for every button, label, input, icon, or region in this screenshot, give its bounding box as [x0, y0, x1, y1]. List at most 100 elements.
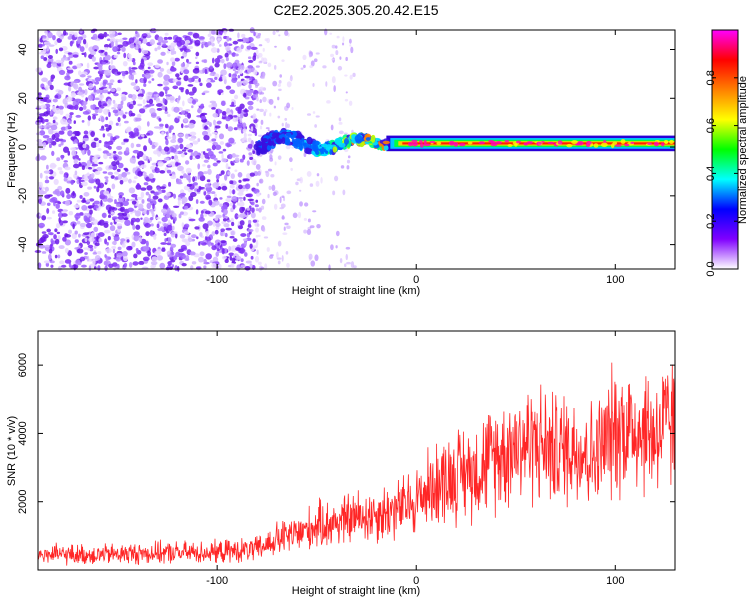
spectrogram-noise-blob [314, 254, 319, 262]
spectrogram-noise-blob [236, 47, 243, 53]
spectrogram-noise-blob [104, 238, 108, 245]
spectrogram-noise-blob [239, 117, 243, 124]
spectrogram-noise-blob [49, 260, 55, 264]
spectrogram-noise-blob [110, 211, 115, 215]
spectrogram-noise-blob [147, 66, 151, 70]
spectrogram-noise-blob [89, 198, 95, 202]
spectrogram-noise-blob [78, 158, 81, 161]
spectrogram-noise-blob [239, 70, 243, 75]
spectrogram-noise-blob [215, 251, 220, 257]
spectrogram-noise-blob [235, 255, 242, 261]
spectrogram-noise-blob [189, 251, 196, 256]
spectrogram-noise-blob [113, 235, 120, 242]
spectrogram-noise-blob [86, 62, 90, 69]
spectrogram-noise-blob [133, 235, 140, 242]
spectrogram-noise-blob [299, 176, 303, 184]
spectrogram-noise-blob [230, 160, 233, 165]
spectrogram-noise-blob [185, 108, 191, 112]
spectrogram-noise-blob [87, 149, 91, 156]
spectrogram-noise-blob [55, 59, 62, 64]
spectrogram-noise-blob [112, 248, 116, 254]
spectrogram-noise-blob [170, 51, 175, 55]
spectrogram-noise-blob [90, 141, 97, 148]
spectrogram-noise-blob [111, 136, 117, 141]
spectrogram-signal-blob [669, 139, 674, 144]
spectrogram-noise-blob [104, 176, 109, 179]
spectrogram-noise-blob [226, 142, 231, 148]
spectrogram-signal-blob [281, 133, 285, 138]
spectrogram-noise-blob [215, 174, 220, 180]
spectrogram-noise-blob [222, 217, 228, 222]
spectrogram-noise-blob [148, 69, 155, 74]
spectrogram-noise-blob [183, 231, 190, 235]
spectrogram-noise-blob [260, 119, 264, 125]
snr-axes: -100 0 100 2000 4000 6000 [17, 331, 675, 587]
spectrogram-noise-blob [286, 102, 291, 109]
spectrogram-signal-blob [267, 138, 272, 146]
spectrogram-noise-blob [300, 67, 304, 70]
spectrogram-noise-blob [163, 232, 167, 237]
spectrogram-noise-blob [148, 193, 151, 201]
spectrogram-noise-blob [46, 208, 50, 214]
spectrogram-noise-blob [185, 241, 191, 246]
spectrogram-signal-blob [276, 138, 283, 145]
spectrogram-noise-blob [104, 54, 111, 61]
spectrogram-noise-blob [157, 221, 162, 224]
spectrogram-noise-blob [96, 166, 103, 172]
spectrogram-y-tick-label: -20 [17, 188, 29, 204]
spectrogram-noise-blob [299, 201, 303, 207]
spectrogram-signal-blob [523, 142, 529, 146]
spectrogram-noise-blob [216, 120, 222, 125]
spectrogram-noise-blob [308, 253, 313, 260]
spectrogram-noise-blob [104, 51, 108, 56]
spectrogram-noise-blob [201, 44, 204, 49]
spectrogram-noise-blob [120, 93, 126, 97]
spectrogram-noise-blob [336, 35, 340, 39]
colorbar-tick-label: 0.0 [705, 261, 717, 276]
spectrogram-noise-blob [52, 34, 56, 41]
spectrogram-noise-blob [210, 80, 216, 83]
spectrogram-noise-blob [51, 61, 57, 68]
spectrogram-signal-blob [647, 142, 652, 145]
spectrogram-noise-blob [233, 127, 238, 131]
spectrogram-noise-blob [287, 45, 291, 51]
spectrogram-noise-blob [225, 85, 232, 90]
spectrogram-noise-blob [47, 80, 52, 87]
spectrogram-noise-blob [183, 69, 190, 75]
spectrogram-noise-blob [134, 210, 141, 217]
spectrogram-noise-blob [75, 259, 81, 266]
spectrogram-noise-blob [320, 177, 323, 184]
spectrogram-noise-blob [219, 240, 227, 244]
spectrogram-noise-blob [180, 152, 185, 158]
spectrogram-noise-blob [257, 234, 261, 238]
spectrogram-noise-blob [187, 84, 194, 87]
spectrogram-noise-blob [335, 50, 339, 56]
spectrogram-noise-blob [212, 200, 220, 206]
spectrogram-noise-blob [192, 75, 199, 79]
colorbar-tick-label: 0.4 [705, 166, 717, 181]
spectrogram-noise-blob [101, 86, 107, 89]
spectrogram-noise-blob [176, 181, 183, 185]
spectrogram-noise-blob [109, 33, 116, 38]
spectrogram-noise-blob [173, 255, 178, 261]
spectrogram-noise-blob [238, 188, 244, 195]
spectrogram-signal-blob [311, 150, 315, 155]
spectrogram-noise-blob [181, 170, 185, 174]
spectrogram-noise-blob [250, 212, 256, 219]
spectrogram-noise-blob [81, 71, 88, 76]
spectrogram-noise-blob [130, 112, 136, 117]
spectrogram-noise-blob [91, 163, 99, 167]
spectrogram-noise-blob [94, 81, 100, 85]
spectrogram-noise-blob [172, 134, 177, 141]
spectrogram-noise-blob [278, 88, 282, 92]
spectrogram-noise-blob [255, 239, 259, 247]
spectrogram-noise-blob [183, 223, 190, 229]
spectrogram-noise-blob [79, 256, 86, 262]
spectrogram-noise-blob [191, 99, 197, 105]
spectrogram-noise-blob [240, 258, 244, 263]
spectrogram-noise-blob [228, 245, 232, 252]
spectrogram-noise-blob [57, 90, 64, 95]
spectrogram-noise-blob [309, 183, 314, 187]
spectrogram-noise-blob [50, 76, 54, 82]
spectrogram-noise-blob [345, 246, 351, 250]
